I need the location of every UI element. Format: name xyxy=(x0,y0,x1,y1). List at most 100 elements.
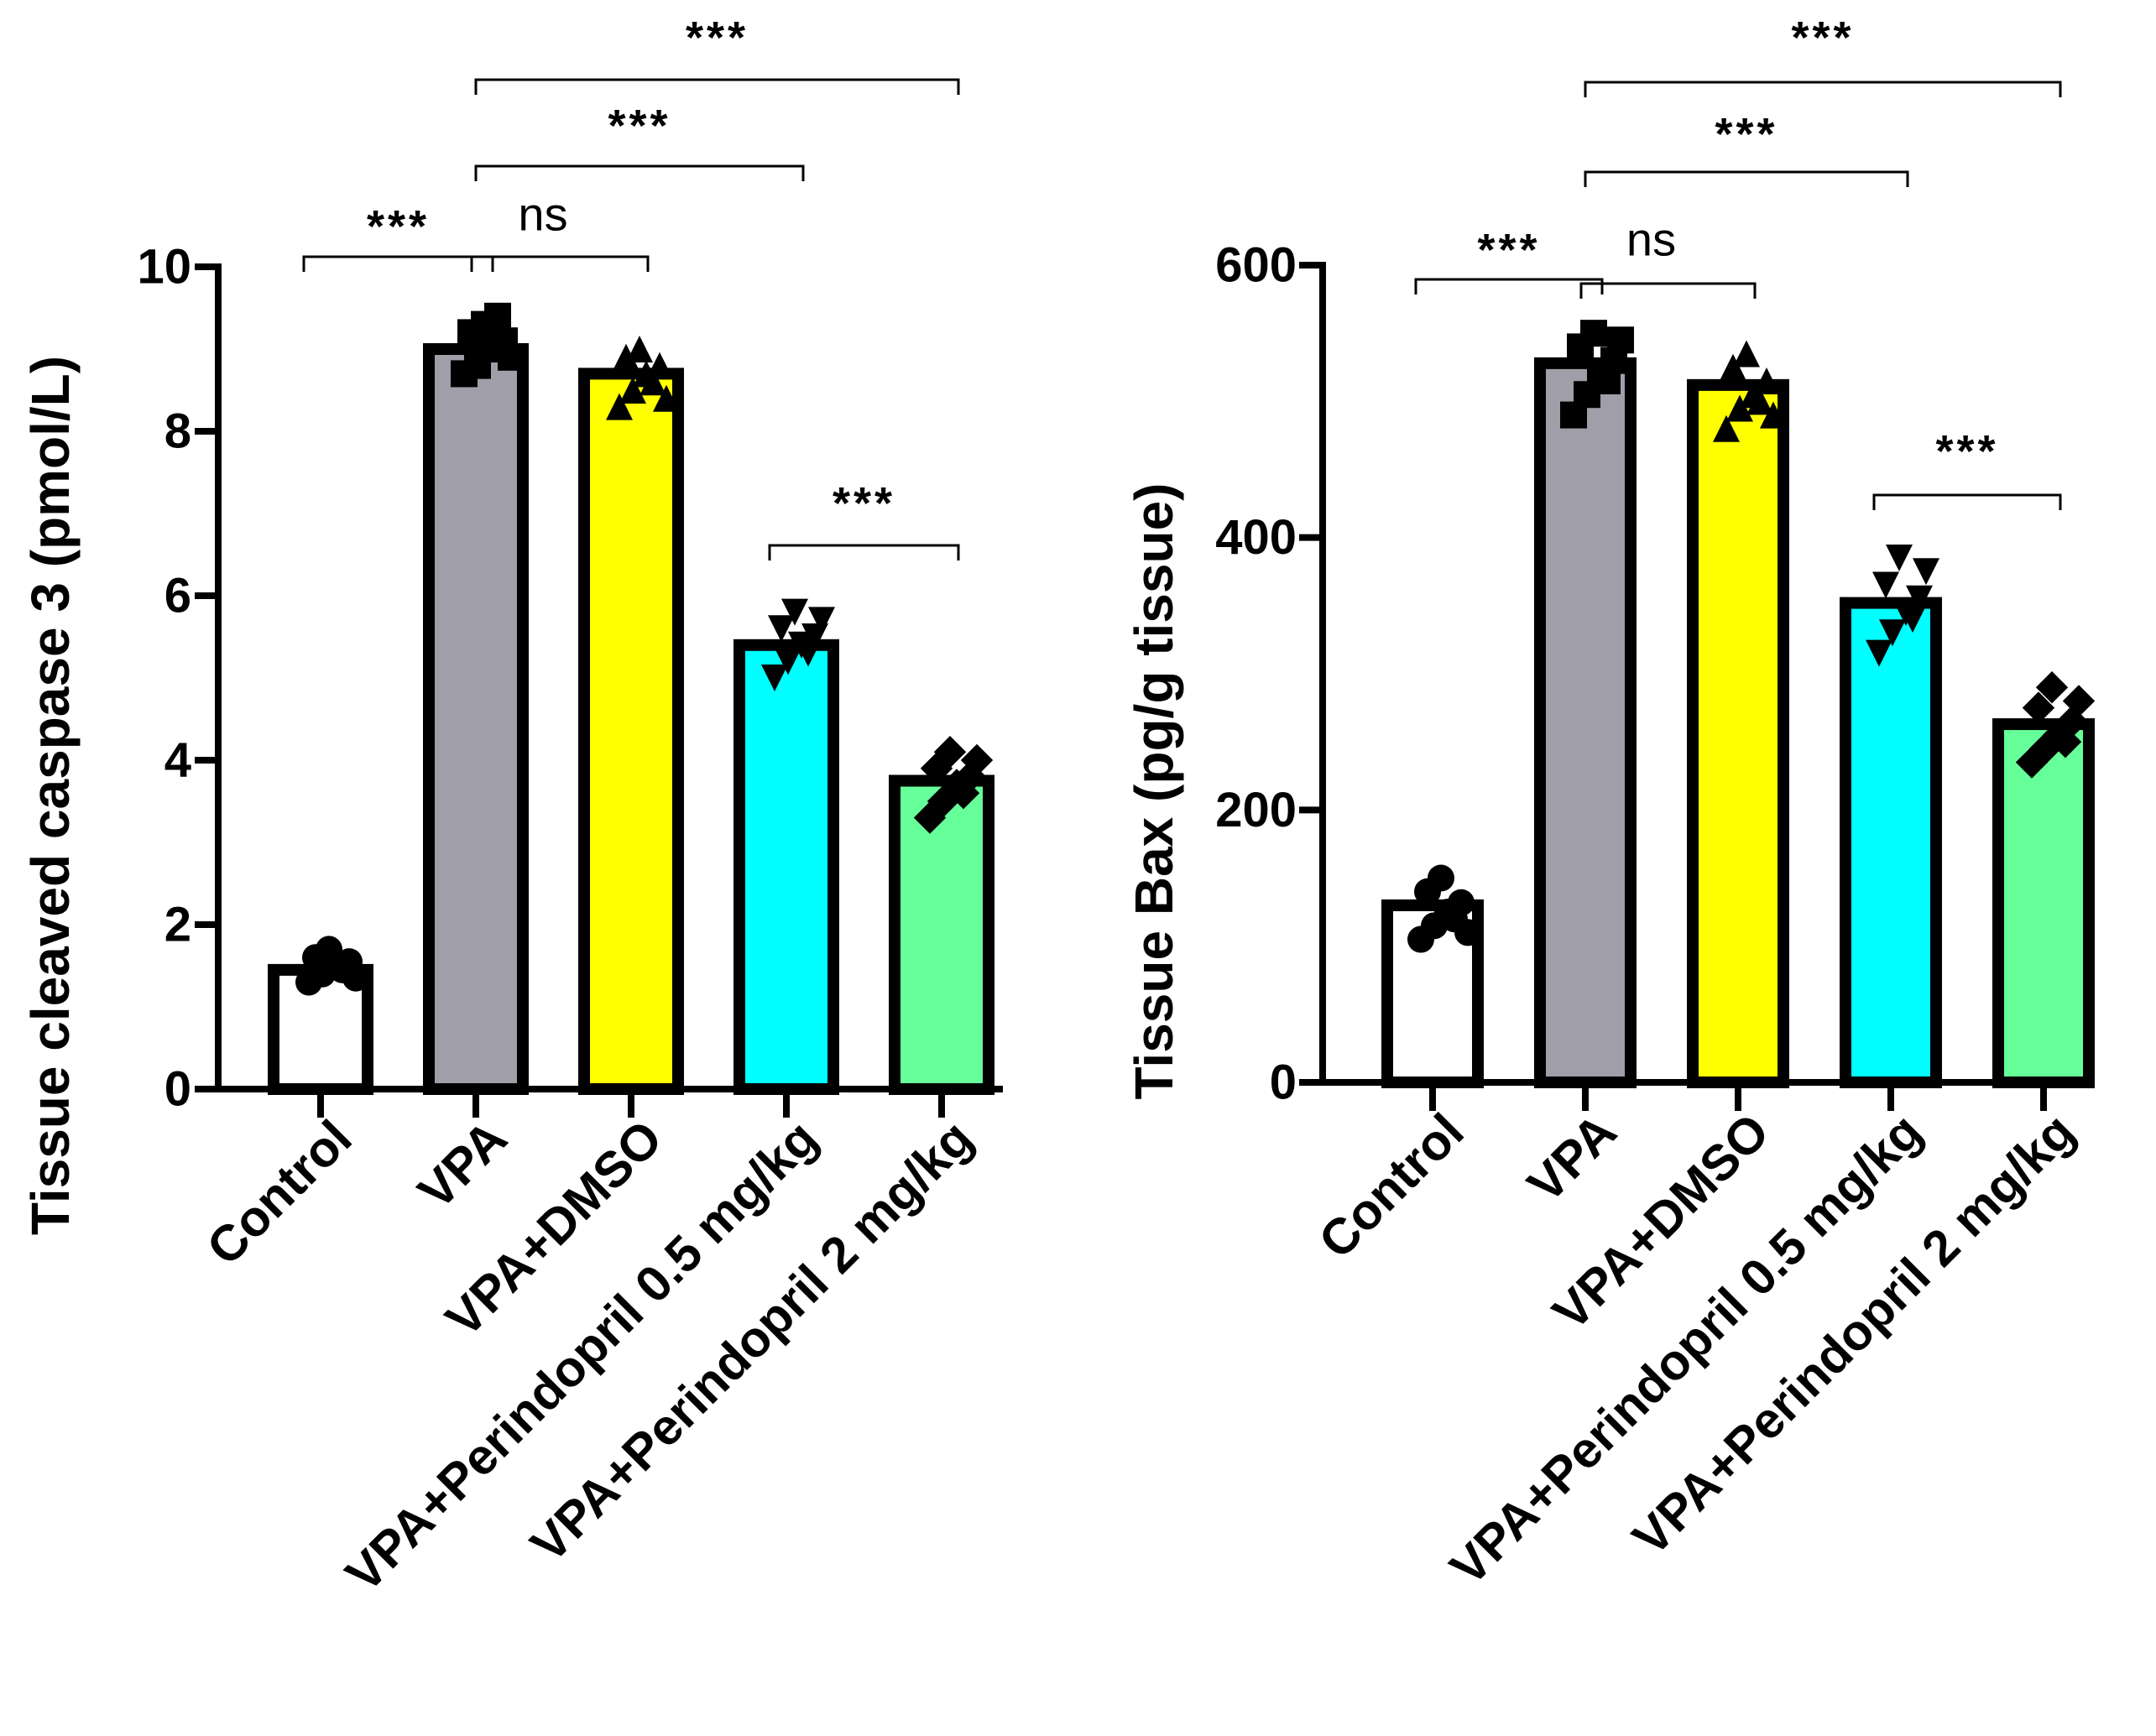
data-point xyxy=(316,936,342,963)
y-tick-label: 0 xyxy=(1270,1056,1297,1110)
data-point xyxy=(2049,725,2082,759)
data-point xyxy=(484,302,511,330)
y-axis-title: Tissue Bax (pg/g tissue) xyxy=(1124,483,1184,1100)
data-point xyxy=(619,377,646,404)
bar-5 xyxy=(1992,718,2095,1089)
data-point xyxy=(1879,619,1906,647)
data-point xyxy=(781,598,808,626)
data-point xyxy=(1726,394,1753,422)
y-tick-label: 2 xyxy=(164,898,191,952)
data-point xyxy=(1428,864,1454,892)
bar-4 xyxy=(1840,597,1942,1088)
data-points-group-3 xyxy=(1713,340,1787,442)
x-category-label: VPA xyxy=(1517,1103,1626,1212)
significance-label: *** xyxy=(686,13,749,63)
data-point xyxy=(1713,414,1740,442)
data-points-group-2 xyxy=(1560,320,1634,429)
data-point xyxy=(795,639,822,667)
data-point xyxy=(761,665,788,691)
data-points-group-5 xyxy=(2015,671,2096,779)
data-point xyxy=(639,368,666,396)
data-point xyxy=(342,964,369,992)
significance-label: *** xyxy=(833,478,895,529)
significance-label: *** xyxy=(1791,13,1854,63)
significance-bracket xyxy=(474,164,805,181)
y-tick-label: 200 xyxy=(1215,783,1297,837)
data-point xyxy=(1720,353,1746,381)
data-point xyxy=(2055,705,2089,738)
significance-label: ns xyxy=(518,188,567,241)
significance-label: *** xyxy=(1477,225,1540,275)
data-point xyxy=(2015,746,2049,779)
data-point xyxy=(960,743,994,777)
y-tick-label: 10 xyxy=(137,240,191,295)
significance-bracket xyxy=(302,255,494,272)
data-point xyxy=(775,648,801,675)
data-point xyxy=(2022,691,2055,724)
y-tick-label: 400 xyxy=(1215,510,1297,565)
significance-bracket xyxy=(1872,493,2062,510)
data-point xyxy=(606,393,633,420)
significance-label: *** xyxy=(1935,426,1998,477)
x-category-label: Control xyxy=(1308,1103,1475,1269)
data-point xyxy=(1753,367,1780,394)
y-axis-title: Tissue cleaved caspase 3 (pmol/L) xyxy=(20,356,81,1235)
data-points-group-3 xyxy=(606,336,680,420)
y-tick-label: 6 xyxy=(164,569,191,623)
significance-label: *** xyxy=(367,201,430,252)
data-points-group-4 xyxy=(761,598,835,691)
x-category-label: Control xyxy=(196,1109,363,1275)
data-point xyxy=(2035,671,2069,704)
data-point xyxy=(613,343,639,371)
data-points-group-5 xyxy=(913,736,994,834)
data-point xyxy=(1746,388,1773,415)
data-point xyxy=(626,336,653,362)
chart-panel-2: Tissue Bax (pg/g tissue) 0 200 400 600 Contro… xyxy=(1124,13,2096,1596)
bar-2 xyxy=(423,343,529,1095)
data-point xyxy=(498,343,525,371)
bar-4 xyxy=(733,639,839,1095)
data-point xyxy=(2062,685,2096,717)
significance-label: *** xyxy=(608,101,671,151)
data-point xyxy=(1872,571,1899,599)
data-points-group-2 xyxy=(451,302,525,388)
data-point xyxy=(653,384,680,412)
significance-bracket xyxy=(1579,282,1757,299)
data-points-group-1 xyxy=(295,936,369,996)
significance-label: ns xyxy=(1626,213,1676,266)
data-point xyxy=(920,752,953,785)
data-point xyxy=(1454,919,1481,946)
data-point xyxy=(1906,585,1933,613)
y-tick-label: 8 xyxy=(164,404,191,459)
y-tick-label: 600 xyxy=(1215,238,1297,293)
significance-bracket xyxy=(768,544,960,560)
data-point xyxy=(1913,558,1939,586)
significance-bracket xyxy=(474,78,960,95)
y-tick-label: 4 xyxy=(164,733,191,788)
significance-label: *** xyxy=(1715,109,1778,159)
data-point xyxy=(947,777,980,810)
bar-5 xyxy=(889,774,994,1095)
significance-bracket xyxy=(1584,81,2062,97)
chart-panel-1: Tissue cleaved caspase 3 (pmol/L) 0 2 4 6 8 10… xyxy=(20,13,1003,1603)
bar-2 xyxy=(1534,357,1637,1088)
data-point xyxy=(1580,320,1607,347)
significance-bracket xyxy=(470,255,650,272)
bar-3 xyxy=(1687,378,1789,1088)
data-point xyxy=(1607,326,1634,354)
data-point xyxy=(808,607,835,634)
data-point xyxy=(1886,545,1913,572)
data-point xyxy=(1594,367,1621,394)
data-points-group-1 xyxy=(1407,864,1481,953)
x-category-label: VPA xyxy=(407,1109,517,1219)
data-points-group-4 xyxy=(1866,545,1939,667)
data-point xyxy=(1733,340,1760,368)
y-tick-label: 0 xyxy=(164,1062,191,1117)
significance-bracket xyxy=(1414,278,1604,295)
data-point xyxy=(768,615,795,643)
data-point xyxy=(2028,732,2062,765)
bar-3 xyxy=(578,368,684,1095)
data-point xyxy=(933,736,967,769)
